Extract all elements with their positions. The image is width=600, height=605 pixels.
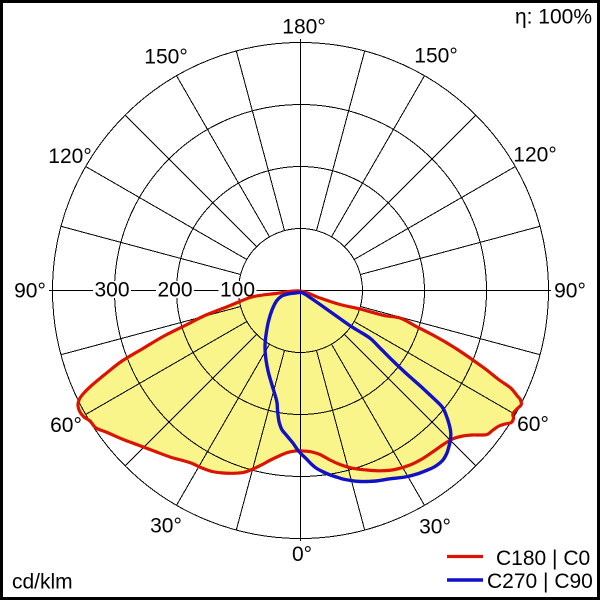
svg-text:60°: 60° [50,414,82,437]
svg-text:cd/klm: cd/klm [12,571,73,594]
svg-text:90°: 90° [554,280,586,303]
svg-text:200: 200 [157,279,192,302]
svg-text:120°: 120° [48,145,91,168]
svg-text:300: 300 [94,279,129,302]
svg-text:30°: 30° [419,516,451,539]
svg-text:90°: 90° [14,280,46,303]
svg-text:150°: 150° [144,46,187,69]
svg-text:100: 100 [220,279,255,302]
svg-text:150°: 150° [414,45,457,68]
svg-text:180°: 180° [282,16,325,39]
svg-text:C180 | C0: C180 | C0 [496,547,590,570]
svg-text:30°: 30° [150,515,182,538]
svg-text:C270 | C90: C270 | C90 [487,570,593,593]
svg-text:120°: 120° [513,144,556,167]
svg-text:60°: 60° [517,413,549,436]
svg-text:0°: 0° [292,543,312,566]
svg-text:η: 100%: η: 100% [515,6,592,29]
